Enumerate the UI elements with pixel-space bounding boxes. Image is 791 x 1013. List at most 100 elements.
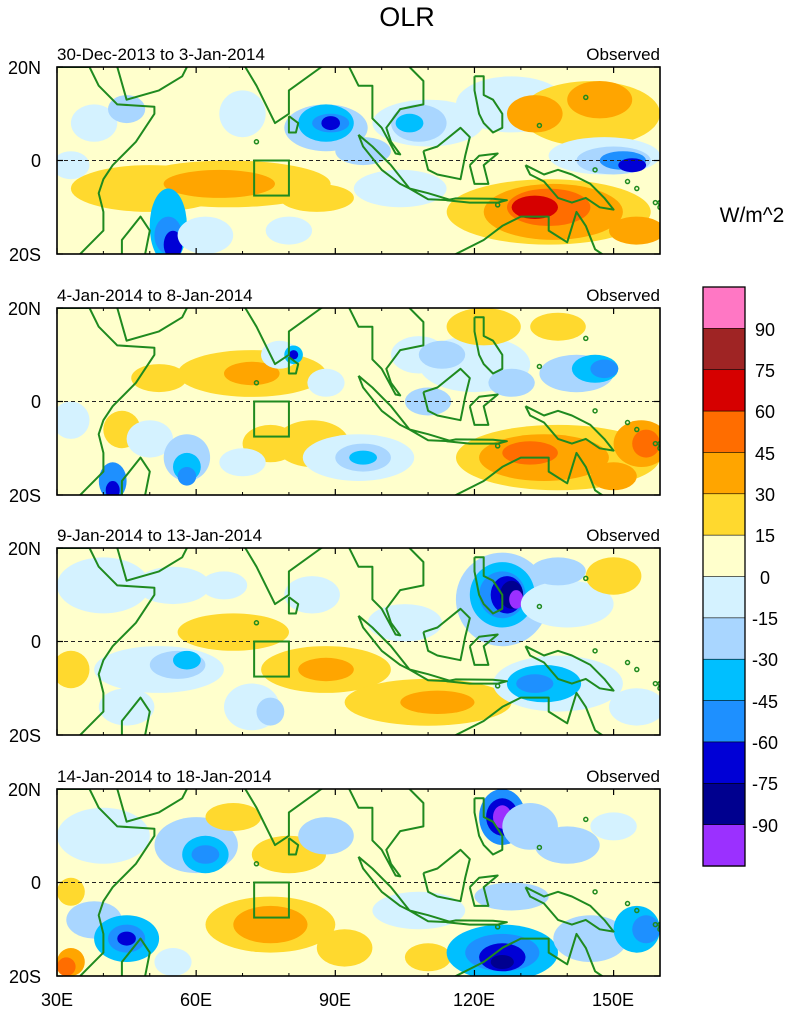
anomaly-contour bbox=[395, 113, 424, 133]
island bbox=[657, 685, 660, 691]
colorbar-swatch bbox=[702, 782, 746, 826]
colorbar-swatch bbox=[702, 658, 746, 702]
coastline bbox=[228, 308, 425, 397]
panel-tag: Observed bbox=[586, 45, 660, 64]
lat-label: 0 bbox=[31, 151, 41, 171]
anomaly-contour bbox=[520, 580, 614, 628]
anomaly-contour bbox=[590, 462, 637, 491]
island bbox=[657, 445, 660, 451]
anomaly-contour bbox=[632, 429, 660, 458]
anomaly-contour bbox=[298, 817, 354, 855]
colorbar-swatch bbox=[702, 369, 746, 412]
map-panel-3: 9-Jan-2014 to 13-Jan-2014 Observed bbox=[56, 526, 661, 736]
anomaly-contour bbox=[256, 697, 285, 726]
colorbar-swatch bbox=[702, 534, 746, 578]
colorbar-label: 90 bbox=[755, 320, 775, 340]
anomaly-contour bbox=[632, 915, 660, 944]
reference-box bbox=[253, 881, 290, 919]
anomaly-contour bbox=[233, 905, 308, 944]
panel-tag: Observed bbox=[586, 526, 660, 545]
island bbox=[583, 335, 589, 342]
coastline bbox=[120, 937, 151, 976]
coastline bbox=[468, 152, 499, 185]
anomaly-contour bbox=[490, 955, 514, 969]
coastline bbox=[228, 548, 425, 637]
panel-period: 4-Jan-2014 to 8-Jan-2014 bbox=[57, 286, 253, 305]
colorbar-label: -15 bbox=[752, 609, 778, 629]
island bbox=[624, 900, 631, 907]
olr-anomaly-field bbox=[57, 789, 660, 976]
units-label: W/m^2 bbox=[720, 204, 785, 227]
anomaly-contour bbox=[511, 195, 558, 219]
coastline bbox=[116, 548, 188, 582]
coastlines bbox=[57, 789, 660, 976]
coastline bbox=[116, 789, 188, 823]
anomaly-contour bbox=[507, 95, 563, 133]
coastline bbox=[357, 134, 411, 190]
lon-label: 120E bbox=[453, 990, 495, 1010]
coastline bbox=[524, 886, 615, 933]
anomaly-contour bbox=[530, 557, 586, 586]
coastlines bbox=[57, 67, 660, 254]
anomaly-contour bbox=[173, 650, 201, 670]
anomaly-contour bbox=[618, 158, 647, 173]
figure-title: OLR bbox=[379, 2, 435, 32]
anomaly-contour bbox=[57, 807, 150, 864]
anomaly-contour bbox=[530, 312, 586, 341]
colorbar-label: 0 bbox=[760, 568, 770, 588]
colorbar-label: 30 bbox=[755, 485, 775, 505]
colorbar-swatch bbox=[702, 286, 746, 329]
coastline bbox=[357, 856, 411, 912]
anomaly-contour bbox=[321, 116, 341, 131]
coastline bbox=[446, 919, 508, 926]
anomaly-contour bbox=[609, 688, 660, 726]
anomaly-contour bbox=[98, 462, 127, 495]
colorbar-boxes bbox=[702, 286, 746, 867]
reference-box bbox=[253, 400, 290, 438]
panel-frame bbox=[56, 547, 661, 736]
panel-period: 14-Jan-2014 to 18-Jan-2014 bbox=[57, 767, 272, 786]
panel-tag: Observed bbox=[586, 286, 660, 305]
anomaly-contour bbox=[219, 448, 266, 477]
lat-label: 20N bbox=[8, 299, 41, 319]
anomaly-contour bbox=[567, 81, 633, 119]
anomaly-contour bbox=[163, 230, 183, 254]
island bbox=[494, 443, 501, 449]
colorbar-label: 75 bbox=[755, 361, 775, 381]
lat-label: 20N bbox=[8, 58, 41, 78]
colorbar-swatch bbox=[702, 493, 746, 536]
lat-label: 0 bbox=[31, 873, 41, 893]
island bbox=[624, 419, 631, 426]
anomaly-contour bbox=[205, 803, 262, 831]
coastline bbox=[446, 197, 508, 204]
island bbox=[583, 575, 589, 582]
lat-axis-panel-3: 20N 0 20S bbox=[8, 539, 41, 746]
coastline bbox=[287, 596, 300, 615]
anomaly-contour bbox=[105, 481, 120, 495]
panel-frame bbox=[56, 66, 661, 255]
lon-label: 30E bbox=[41, 990, 73, 1010]
coastline bbox=[287, 115, 300, 134]
island bbox=[634, 907, 640, 914]
anomaly-contour bbox=[177, 613, 289, 651]
colorbar-label: 60 bbox=[755, 402, 775, 422]
anomaly-contour bbox=[57, 650, 90, 689]
anomaly-contour bbox=[57, 401, 90, 439]
island bbox=[583, 94, 589, 101]
island bbox=[624, 659, 631, 666]
anomaly-contour bbox=[177, 467, 197, 486]
colorbar-label: -75 bbox=[752, 774, 778, 794]
island bbox=[624, 178, 631, 185]
map-panel-4: 14-Jan-2014 to 18-Jan-2014 Observed bbox=[56, 767, 661, 977]
map-panel-2: 4-Jan-2014 to 8-Jan-2014 Observed bbox=[56, 286, 661, 496]
coastline bbox=[120, 696, 151, 735]
coastline bbox=[228, 789, 425, 878]
island bbox=[583, 816, 589, 823]
lat-label: 20N bbox=[8, 780, 41, 800]
lat-axis-panel-2: 20N 0 20S bbox=[8, 299, 41, 506]
anomaly-contour bbox=[335, 137, 391, 166]
island bbox=[634, 426, 640, 433]
anomaly-contour bbox=[57, 877, 85, 906]
anomaly-contour bbox=[307, 368, 345, 397]
anomaly-contour bbox=[509, 590, 524, 609]
